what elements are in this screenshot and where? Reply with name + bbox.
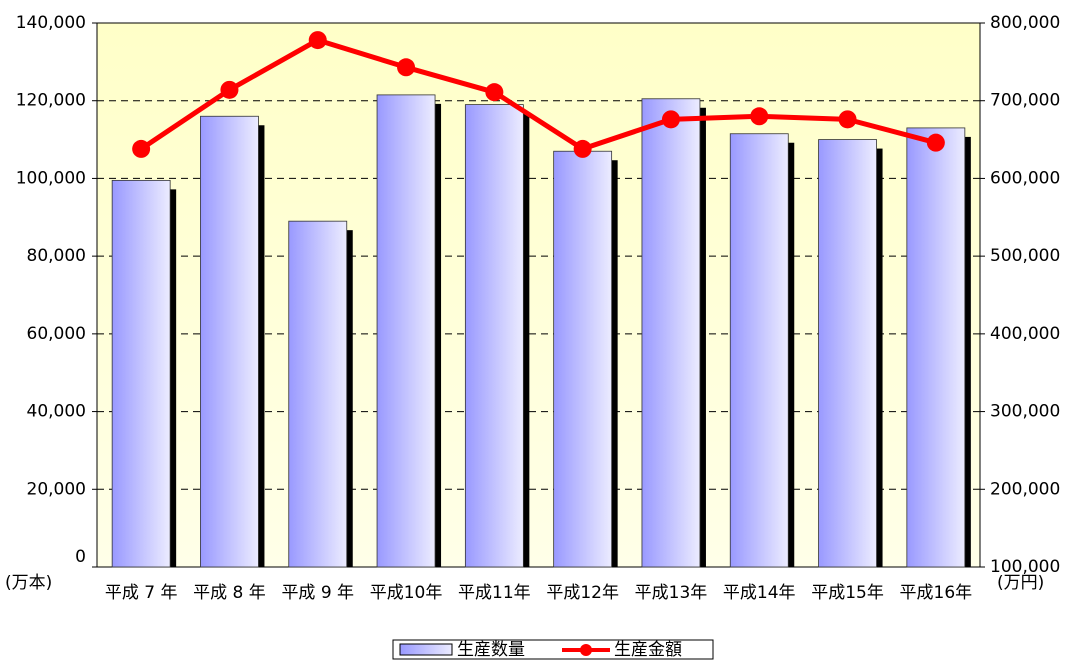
x-tick-label: 平成14年 (723, 583, 796, 603)
bar (729, 133, 789, 568)
y2-tick-label: 300,000 (990, 402, 1060, 422)
line-marker (485, 83, 504, 102)
legend-label: 生産金額 (614, 640, 682, 660)
bar (288, 220, 348, 568)
bar (906, 127, 966, 568)
x-tick-label: 平成10年 (370, 583, 443, 603)
line-marker (750, 107, 769, 126)
y-tick-label: 60,000 (27, 324, 86, 344)
legend-label: 生産数量 (457, 640, 525, 660)
x-tick-label: 平成 8 年 (193, 583, 266, 603)
line-marker (397, 58, 416, 77)
y-tick-label: 120,000 (16, 91, 86, 111)
y2-tick-label: 800,000 (990, 13, 1060, 33)
x-tick-label: 平成13年 (635, 583, 708, 603)
line-marker (132, 139, 151, 158)
line-marker (838, 110, 857, 129)
y-tick-label: 100,000 (16, 168, 86, 188)
bar (553, 150, 613, 568)
bar (641, 98, 701, 568)
line-marker (926, 133, 945, 152)
bar (376, 94, 436, 568)
line-marker (573, 139, 592, 158)
line-marker (308, 31, 327, 50)
line (139, 37, 937, 152)
bar (111, 179, 171, 568)
y2-tick-label: 500,000 (990, 246, 1060, 266)
x-tick-label: 平成11年 (458, 583, 531, 603)
y2-tick-label: 200,000 (990, 479, 1060, 499)
x-tick-label: 平成15年 (811, 583, 884, 603)
legend-marker (580, 644, 592, 656)
bar (464, 104, 524, 568)
y-tick-label: 140,000 (16, 13, 86, 33)
y2-tick-label: 600,000 (990, 168, 1060, 188)
y-tick-label: 40,000 (27, 402, 86, 422)
x-tick-label: 平成16年 (900, 583, 973, 603)
bar (818, 139, 877, 568)
y-tick-label: 20,000 (27, 479, 86, 499)
legend: 生産数量 生産金額 (392, 639, 714, 660)
x-tick-label: 平成12年 (546, 583, 619, 603)
y-tick-label: 0 (75, 547, 86, 567)
y2-tick-label: 700,000 (990, 91, 1060, 111)
legend-swatch (399, 643, 453, 656)
y-tick-label: 80,000 (27, 246, 86, 266)
x-tick-label: 平成 9 年 (281, 583, 354, 603)
line-marker (220, 80, 239, 99)
y-axis-label: (万本) (5, 573, 52, 593)
legend-box (392, 639, 714, 660)
line-marker (661, 110, 680, 129)
x-tick-label: 平成 7 年 (105, 583, 178, 603)
y2-tick-label: 400,000 (990, 324, 1060, 344)
bar (200, 115, 259, 568)
y2-axis-label: (万円) (997, 573, 1044, 593)
y2-tick-label: 100,000 (990, 557, 1060, 577)
